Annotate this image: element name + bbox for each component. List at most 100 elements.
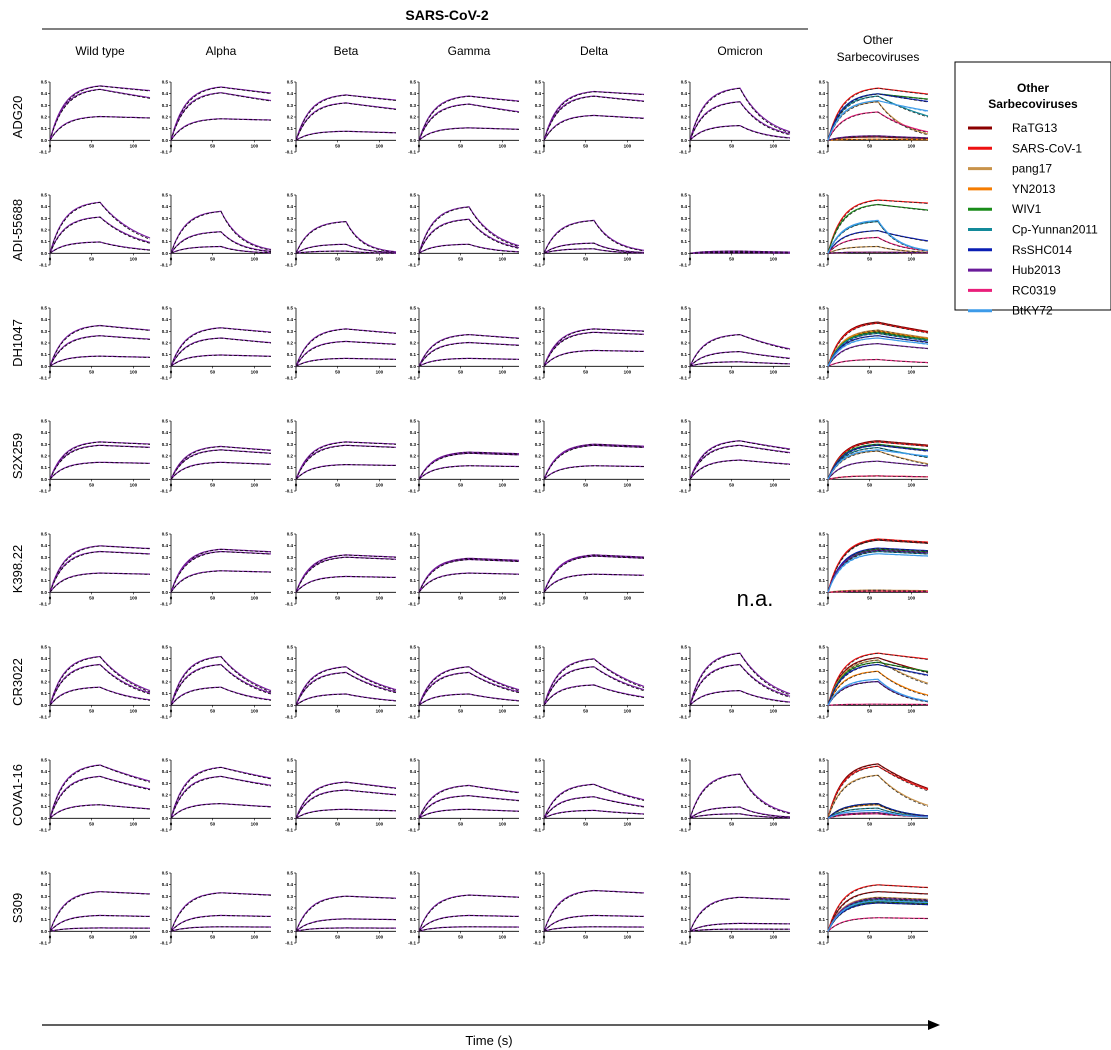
- binding-trace: [170, 449, 272, 480]
- y-tick-label: -0.1: [160, 150, 168, 155]
- y-tick-label: 0.2: [819, 793, 826, 798]
- x-tick-label: 50: [210, 595, 216, 600]
- y-tick-label: 0.0: [681, 816, 688, 821]
- y-tick-label: -0.1: [533, 828, 541, 833]
- fit-curve: [543, 810, 645, 819]
- fit-curve: [689, 101, 791, 141]
- x-tick-label: 100: [624, 143, 632, 148]
- x-tick-label: 0: [827, 595, 830, 600]
- fit-curve: [170, 892, 272, 932]
- y-tick-label: 0.2: [41, 454, 48, 459]
- x-tick-label: 0: [170, 708, 173, 713]
- y-tick-label: -0.1: [285, 150, 293, 155]
- x-tick-label: 0: [827, 708, 830, 713]
- y-tick-label: 0.5: [41, 871, 48, 876]
- y-tick-label: 0.5: [41, 758, 48, 763]
- y-tick-label: -0.1: [39, 376, 47, 381]
- x-tick-label: 50: [89, 934, 95, 939]
- fit-curve: [689, 125, 791, 141]
- binding-trace: [295, 340, 397, 367]
- fit-curve: [543, 331, 645, 367]
- sarbecovirus-fit-curve: [827, 902, 928, 932]
- fit-curve: [543, 890, 644, 932]
- y-tick-label: 0.0: [535, 590, 542, 595]
- y-tick-label: 0.5: [162, 306, 169, 311]
- y-tick-label: 0.1: [410, 804, 417, 809]
- x-tick-label: 100: [908, 708, 916, 713]
- y-tick-label: 0.5: [287, 758, 294, 763]
- y-tick-label: 0.1: [681, 465, 688, 470]
- binding-trace: [49, 663, 151, 706]
- y-tick-label: 0.3: [162, 555, 169, 560]
- x-tick-label: 50: [583, 821, 589, 826]
- fit-curve: [418, 358, 520, 367]
- y-tick-label: 0.0: [819, 590, 826, 595]
- y-tick-label: 0.5: [410, 306, 417, 311]
- binding-trace: [170, 775, 272, 819]
- sensorgram-panel: -0.1 0.0 0.1 0.2 0.3 0.4 0.5 0 50 100: [533, 532, 645, 607]
- binding-trace: [295, 220, 397, 254]
- sensorgram-panel: -0.1 0.0 0.1 0.2 0.3 0.4 0.5 0 50 100: [160, 645, 272, 720]
- x-tick-label: 0: [49, 369, 52, 374]
- y-tick-label: -0.1: [39, 602, 47, 607]
- y-tick-label: 0.3: [287, 442, 294, 447]
- row-label: COVA1-16: [10, 764, 25, 826]
- x-tick-label: 100: [130, 256, 138, 261]
- sensorgram-panel: -0.1 0.0 0.1 0.2 0.3 0.4 0.5 0 50 100: [285, 306, 397, 381]
- sarbecovirus-panel: -0.1 0.0 0.1 0.2 0.3 0.4 0.5 0 50 100: [817, 871, 929, 946]
- sensorgram-panel: -0.1 0.0 0.1 0.2 0.3 0.4 0.5 0 50 100: [160, 532, 272, 607]
- y-tick-label: 0.5: [819, 419, 826, 424]
- y-tick-label: 0.4: [41, 317, 48, 322]
- sensorgram-panel: -0.1 0.0 0.1 0.2 0.3 0.4 0.5 0 50 100: [160, 80, 272, 155]
- y-tick-label: -0.1: [679, 828, 687, 833]
- y-tick-label: 0.0: [535, 251, 542, 256]
- y-tick-label: 0.3: [535, 894, 542, 899]
- x-tick-label: 50: [867, 143, 873, 148]
- sarbecovirus-trace: [827, 236, 929, 254]
- x-tick-label: 100: [770, 369, 778, 374]
- x-tick-label: 50: [335, 369, 341, 374]
- column-header: Gamma: [448, 44, 491, 58]
- sensorgram-panel: -0.1 0.0 0.1 0.2 0.3 0.4 0.5 0 50 100: [285, 871, 397, 946]
- y-tick-label: 0.2: [41, 341, 48, 346]
- sensorgram-panel: -0.1 0.0 0.1 0.2 0.3 0.4 0.5 0 50 100: [408, 758, 520, 833]
- y-tick-label: -0.1: [408, 941, 416, 946]
- binding-trace: [543, 573, 644, 593]
- y-tick-label: 0.1: [162, 691, 169, 696]
- y-tick-label: 0.0: [681, 703, 688, 708]
- x-tick-label: 0: [295, 595, 298, 600]
- x-tick-label: 100: [130, 482, 138, 487]
- sarbecovirus-fit-curve: [827, 246, 928, 254]
- y-tick-label: 0.3: [41, 781, 48, 786]
- column-header: Omicron: [717, 44, 762, 58]
- sarbecovirus-fit-curve: [827, 230, 929, 254]
- fit-curve: [543, 796, 645, 819]
- y-tick-label: 0.1: [535, 917, 542, 922]
- fit-curve: [418, 808, 519, 819]
- sarbecovirus-fit-curve: [827, 548, 929, 593]
- x-tick-label: 100: [130, 143, 138, 148]
- y-tick-label: -0.1: [679, 715, 687, 720]
- y-tick-label: 0.3: [410, 894, 417, 899]
- y-tick-label: 0.0: [535, 138, 542, 143]
- y-tick-label: -0.1: [533, 941, 541, 946]
- x-tick-label: 100: [130, 821, 138, 826]
- y-tick-label: 0.0: [287, 929, 294, 934]
- y-tick-label: 0.0: [287, 590, 294, 595]
- fit-curve: [295, 554, 397, 593]
- x-tick-label: 50: [210, 821, 216, 826]
- x-tick-label: 50: [583, 482, 589, 487]
- y-tick-label: -0.1: [408, 489, 416, 494]
- sarbecovirus-trace: [827, 331, 929, 367]
- y-tick-label: 0.3: [535, 781, 542, 786]
- y-tick-label: 0.4: [287, 430, 294, 435]
- x-tick-label: 0: [827, 934, 830, 939]
- binding-trace: [418, 465, 519, 480]
- y-tick-label: 0.2: [287, 680, 294, 685]
- y-tick-label: 0.5: [41, 193, 48, 198]
- y-tick-label: -0.1: [817, 828, 825, 833]
- fit-curve: [49, 764, 151, 819]
- y-tick-label: 0.5: [535, 645, 542, 650]
- binding-trace: [543, 783, 645, 819]
- y-tick-label: 0.4: [410, 769, 417, 774]
